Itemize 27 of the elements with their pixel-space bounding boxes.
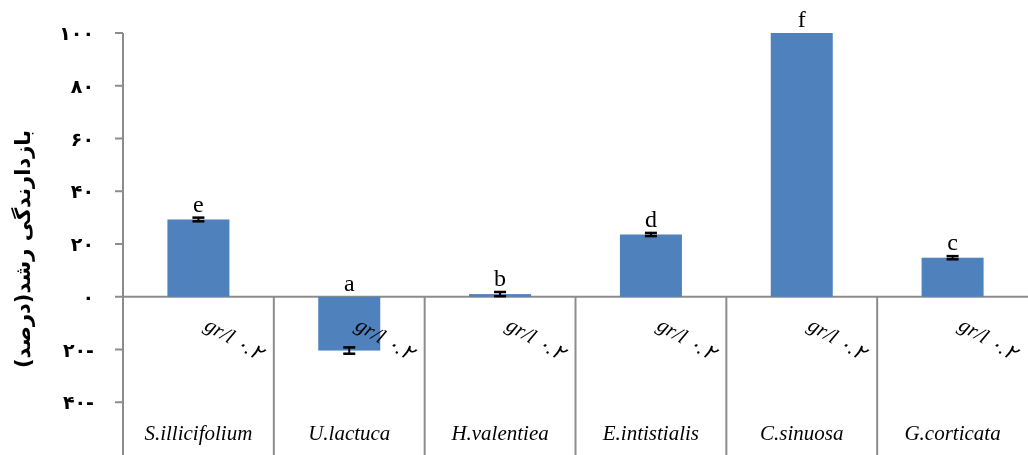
x-tick-label: C.sinuosa <box>760 421 844 445</box>
annotation: gr/l ۰.۲ <box>804 312 874 367</box>
y-tick-label: ۱۰۰ <box>59 22 94 44</box>
x-tick-label: U.lactuca <box>308 421 391 445</box>
annotation: a <box>343 269 355 296</box>
annotation: gr/l ۰.۲ <box>954 312 1024 367</box>
annotation: d <box>644 205 657 232</box>
annotation: f <box>797 6 806 32</box>
annotation: c <box>947 229 958 256</box>
annotation: gr/l ۰.۲ <box>351 312 421 367</box>
y-axis-title: بازدارندگی رشد(درصد) <box>10 129 35 369</box>
y-tick-label: ۲۰- <box>62 338 94 361</box>
annotation: e <box>193 190 204 217</box>
annotation: b <box>494 265 507 291</box>
y-tick-label: ۰ <box>82 285 94 308</box>
y-tick-label: ۶۰ <box>70 127 94 150</box>
x-tick-label: S.illicifolium <box>144 421 253 445</box>
annotation: gr/l ۰.۲ <box>200 312 270 367</box>
annotation: gr/l ۰.۲ <box>653 312 723 367</box>
annotation: gr/l ۰.۲ <box>502 312 572 367</box>
y-tick-label: ۲۰ <box>70 233 94 255</box>
y-tick-label: ۸۰ <box>70 74 94 97</box>
x-tick-label: H.valentiea <box>450 421 549 445</box>
y-tick-label: ۴۰ <box>70 180 94 203</box>
y-tick-label: ۴۰- <box>62 391 94 414</box>
x-tick-label: E.intistialis <box>601 421 700 445</box>
x-tick-label: G.corticata <box>904 421 1001 445</box>
